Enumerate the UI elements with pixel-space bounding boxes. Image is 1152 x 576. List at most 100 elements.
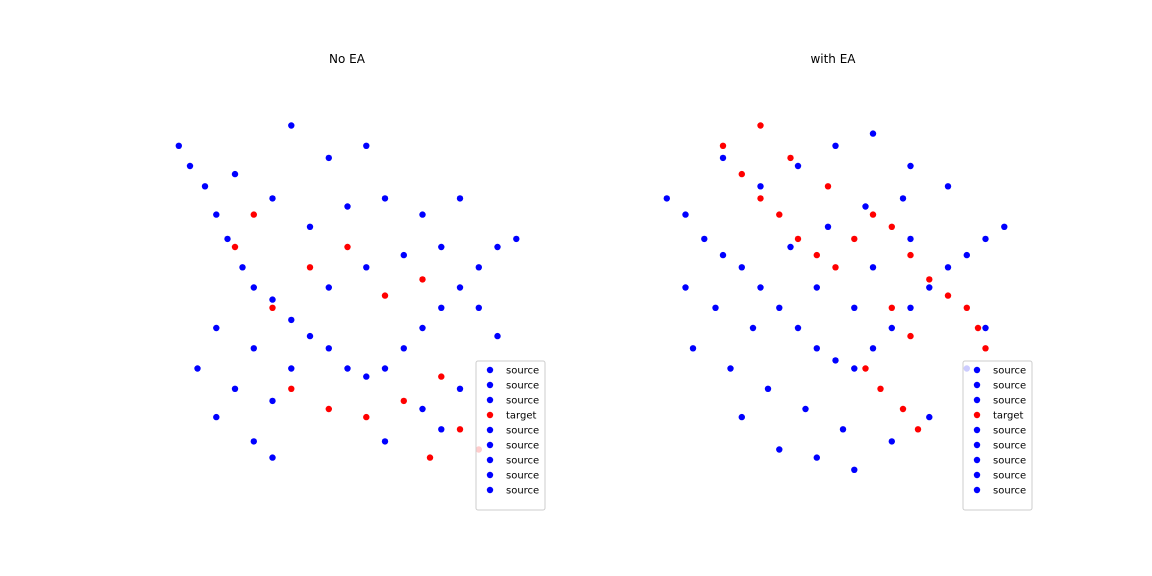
source-point xyxy=(851,304,858,311)
target-point xyxy=(438,373,445,380)
legend-label: source xyxy=(993,381,1026,392)
source-point xyxy=(456,195,464,202)
source-point xyxy=(813,345,820,352)
target-point xyxy=(888,223,895,230)
source-point xyxy=(213,413,220,421)
source-point xyxy=(269,296,276,303)
source-point xyxy=(944,264,952,271)
source-point xyxy=(475,264,482,271)
source-point xyxy=(926,413,933,421)
legend-marker xyxy=(973,456,981,464)
target-point xyxy=(944,292,952,299)
source-point xyxy=(757,183,764,190)
target-point xyxy=(877,385,884,392)
source-point xyxy=(794,324,802,332)
source-point xyxy=(712,304,719,311)
target-point xyxy=(776,211,783,218)
legend-label: source xyxy=(993,366,1026,377)
source-point xyxy=(419,211,426,218)
target-point xyxy=(926,276,933,283)
source-point xyxy=(381,365,389,372)
source-point xyxy=(381,195,389,202)
legend-label: source xyxy=(993,486,1026,497)
source-point xyxy=(851,466,858,473)
source-point xyxy=(888,324,895,332)
legend-marker xyxy=(973,396,981,404)
source-point xyxy=(719,251,727,259)
source-point xyxy=(306,332,314,340)
source-point xyxy=(701,235,708,243)
source-point xyxy=(381,438,389,445)
target-point xyxy=(787,154,794,162)
source-point xyxy=(438,243,445,251)
source-point xyxy=(363,264,370,271)
target-point xyxy=(888,304,895,311)
target-point xyxy=(862,365,869,372)
legend-marker xyxy=(973,366,981,374)
legend-label: source xyxy=(993,396,1026,407)
source-point xyxy=(813,454,820,461)
target-point xyxy=(325,405,332,413)
target-point xyxy=(269,304,276,311)
target-point xyxy=(250,211,257,218)
source-point xyxy=(201,183,209,190)
source-point xyxy=(288,365,295,372)
legend-label: target xyxy=(506,411,536,422)
legend: source source source target source source sour… xyxy=(962,360,1033,511)
source-point xyxy=(839,426,847,433)
source-point xyxy=(776,304,783,311)
source-point xyxy=(689,345,697,352)
source-point xyxy=(832,142,839,149)
source-point xyxy=(325,345,332,352)
legend-frame xyxy=(962,360,1033,511)
legend-label: source xyxy=(506,441,539,452)
source-point xyxy=(213,211,220,218)
source-point xyxy=(269,397,276,405)
legend-marker xyxy=(486,396,494,404)
legend-marker xyxy=(486,381,494,389)
legend-label: source xyxy=(506,426,539,437)
legend-label: source xyxy=(506,471,539,482)
source-point xyxy=(757,284,764,291)
target-point xyxy=(899,405,907,413)
source-point xyxy=(419,405,426,413)
source-point xyxy=(851,365,858,372)
legend-label: source xyxy=(506,396,539,407)
legend-marker xyxy=(973,471,981,479)
legend-label: source xyxy=(993,456,1026,467)
source-point xyxy=(400,345,407,352)
source-point xyxy=(456,385,464,392)
legend-marker xyxy=(486,411,494,419)
source-point xyxy=(494,243,501,251)
target-point xyxy=(757,122,764,129)
legend-label: source xyxy=(993,426,1026,437)
legend-marker xyxy=(486,456,494,464)
source-point xyxy=(363,373,370,380)
source-point xyxy=(194,365,201,372)
target-point xyxy=(288,385,295,392)
target-point xyxy=(851,235,858,243)
target-point xyxy=(907,332,914,340)
source-point xyxy=(344,365,351,372)
target-point xyxy=(719,142,727,149)
source-point xyxy=(862,203,869,210)
source-point xyxy=(400,251,407,259)
source-point xyxy=(982,235,989,243)
source-point xyxy=(899,195,907,202)
legend-marker xyxy=(486,471,494,479)
scatter-points xyxy=(175,122,520,461)
legend-marker xyxy=(486,486,494,494)
source-point xyxy=(663,195,670,202)
target-point xyxy=(907,251,914,259)
legend-marker xyxy=(973,441,981,449)
target-point xyxy=(363,413,370,421)
source-point xyxy=(306,223,314,230)
target-point xyxy=(824,183,832,190)
legend-label: source xyxy=(993,471,1026,482)
source-point xyxy=(224,235,231,243)
target-point xyxy=(344,243,351,251)
source-point xyxy=(363,142,370,149)
source-point xyxy=(250,345,257,352)
legend-frame xyxy=(475,360,546,511)
source-point xyxy=(456,284,464,291)
